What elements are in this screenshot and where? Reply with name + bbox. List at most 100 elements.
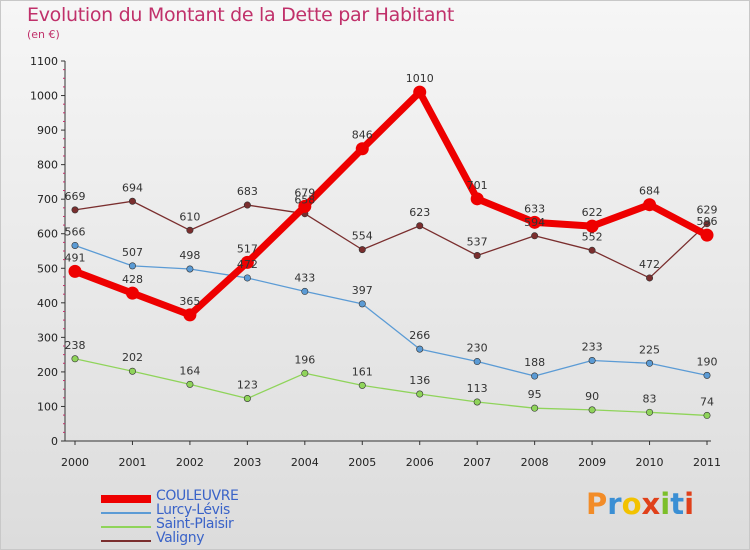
data-label: 679 (294, 186, 315, 199)
data-point (416, 222, 424, 230)
data-label: 701 (467, 179, 488, 192)
data-label: 365 (179, 295, 200, 308)
data-point (473, 398, 481, 406)
data-point (71, 241, 79, 249)
data-label: 669 (65, 190, 86, 203)
data-point (531, 372, 539, 380)
data-label: 683 (237, 185, 258, 198)
x-tick-label: 2008 (521, 456, 549, 469)
logo-letter: P (586, 487, 608, 521)
data-label: 846 (352, 129, 373, 142)
data-label: 472 (237, 258, 258, 271)
data-point (646, 274, 654, 282)
data-label: 230 (467, 342, 488, 355)
x-tick-label: 2003 (233, 456, 261, 469)
data-point (186, 380, 194, 388)
data-label: 83 (643, 392, 657, 405)
data-label: 472 (639, 258, 660, 271)
data-label: 190 (697, 355, 718, 368)
x-tick-label: 2009 (578, 456, 606, 469)
legend-label: Lurcy-Lévis (156, 502, 230, 518)
data-point (588, 246, 596, 254)
data-label: 623 (409, 206, 430, 219)
legend-swatch (101, 540, 151, 542)
data-label: 233 (582, 341, 603, 354)
data-label: 238 (65, 339, 86, 352)
data-label: 610 (179, 210, 200, 223)
x-tick-label: 2001 (118, 456, 146, 469)
data-point (128, 262, 136, 270)
logo-letter: o (621, 487, 642, 521)
data-point (298, 199, 312, 213)
logo-letter: r (607, 487, 622, 521)
data-label: 136 (409, 374, 430, 387)
data-label: 498 (179, 249, 200, 262)
y-tick-label: 200 (37, 366, 58, 379)
data-label: 552 (582, 230, 603, 243)
chart-subtitle: (en €) (27, 28, 60, 41)
data-label: 196 (294, 353, 315, 366)
data-label: 694 (122, 181, 143, 194)
data-point (125, 286, 139, 300)
data-point (186, 265, 194, 273)
data-label: 622 (582, 206, 603, 219)
data-label: 1010 (406, 72, 434, 85)
data-label: 537 (467, 235, 488, 248)
x-tick-label: 2006 (406, 456, 434, 469)
logo-letter: i (660, 487, 671, 521)
data-label: 164 (179, 364, 200, 377)
data-point (243, 395, 251, 403)
data-point (473, 251, 481, 259)
data-label: 428 (122, 273, 143, 286)
data-label: 491 (65, 251, 86, 264)
data-point (588, 406, 596, 414)
data-point (243, 201, 251, 209)
legend-swatch (101, 512, 151, 514)
data-label: 566 (65, 225, 86, 238)
y-tick-label: 100 (37, 400, 58, 413)
data-point (358, 300, 366, 308)
x-tick-label: 2000 (61, 456, 89, 469)
data-point (416, 345, 424, 353)
data-point (528, 215, 542, 229)
data-point (531, 404, 539, 412)
data-point (186, 226, 194, 234)
data-label: 594 (524, 216, 545, 229)
y-tick-label: 800 (37, 159, 58, 172)
chart-title: Evolution du Montant de la Dette par Hab… (27, 4, 455, 26)
data-point (301, 369, 309, 377)
data-point (470, 192, 484, 206)
data-label: 95 (528, 388, 542, 401)
data-point (473, 358, 481, 366)
data-point (68, 264, 82, 278)
data-point (358, 381, 366, 389)
y-tick-label: 700 (37, 193, 58, 206)
y-tick-label: 500 (37, 262, 58, 275)
y-tick-label: 0 (51, 435, 58, 448)
data-label: 161 (352, 365, 373, 378)
data-point (243, 274, 251, 282)
data-point (240, 255, 254, 269)
series-line-couleuvre (71, 88, 711, 319)
data-label: 629 (697, 204, 718, 217)
data-point (71, 355, 79, 363)
series-line-saint-plaisir (74, 358, 708, 417)
y-tick-label: 400 (37, 297, 58, 310)
data-point (301, 287, 309, 295)
data-label: 517 (237, 242, 258, 255)
data-label: 90 (585, 390, 599, 403)
x-tick-label: 2005 (348, 456, 376, 469)
data-point (413, 85, 427, 99)
data-label: 433 (294, 271, 315, 284)
data-label: 266 (409, 329, 430, 342)
y-tick-label: 300 (37, 331, 58, 344)
data-label: 225 (639, 343, 660, 356)
x-tick-label: 2004 (291, 456, 319, 469)
data-label: 397 (352, 284, 373, 297)
data-point (358, 246, 366, 254)
series-line-lurcy-l-vis (74, 244, 708, 377)
data-label: 633 (524, 202, 545, 215)
data-label: 74 (700, 395, 714, 408)
data-point (646, 359, 654, 367)
